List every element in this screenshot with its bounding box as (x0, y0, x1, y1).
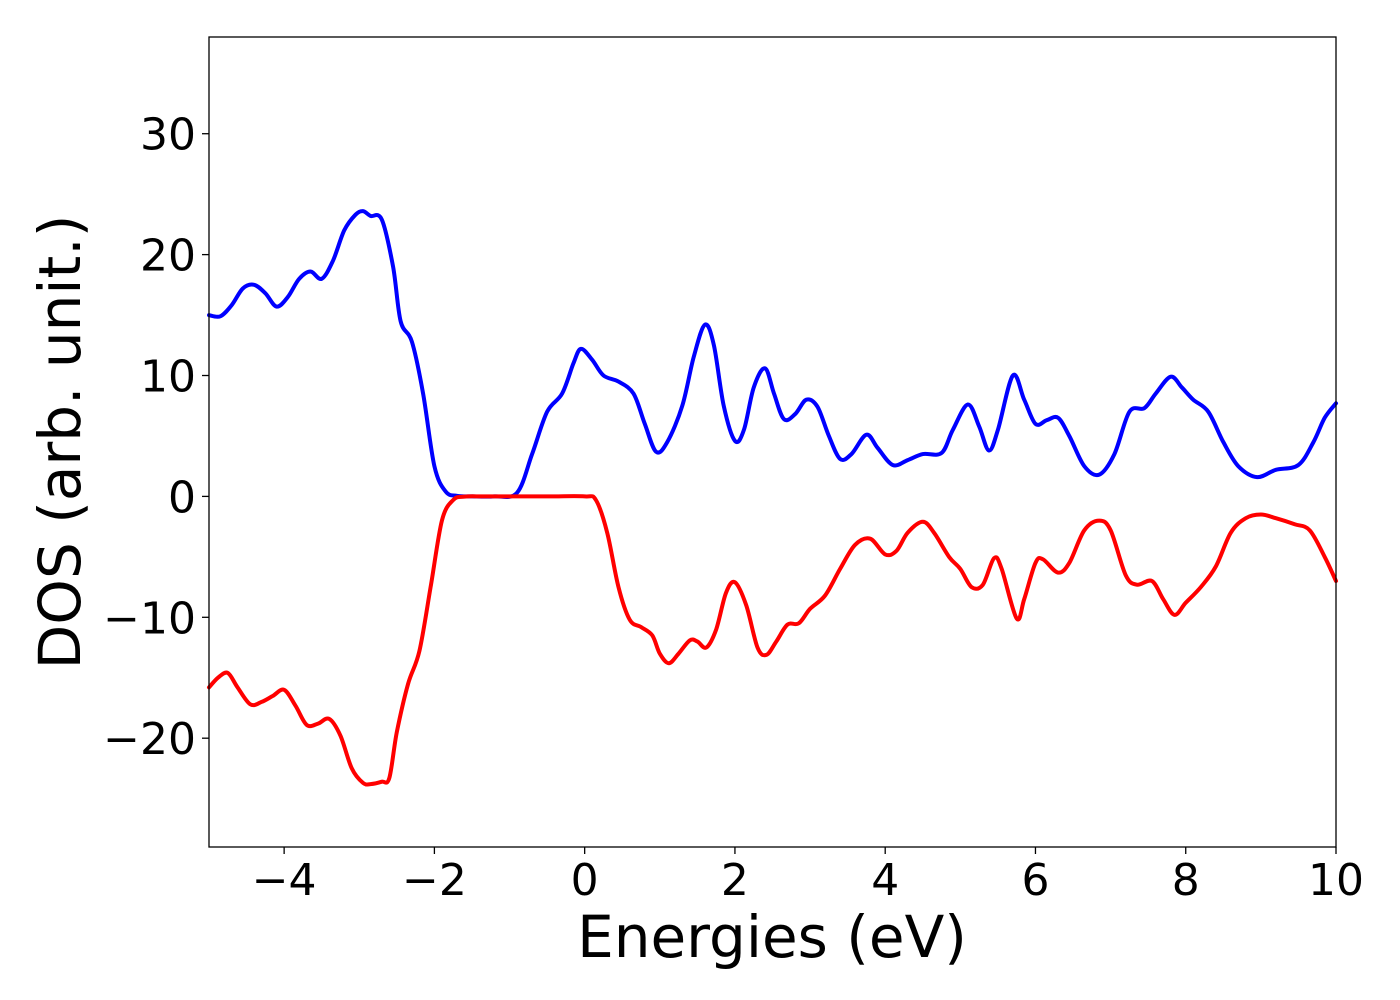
x-tick-label: 8 (1172, 855, 1200, 906)
plot-lines (207, 209, 1338, 787)
x-tick-label: 10 (1308, 855, 1364, 906)
x-tick-label: 2 (721, 855, 749, 906)
x-tick-label: 4 (871, 855, 899, 906)
series-line-2 (207, 494, 1338, 787)
series-line-1 (207, 209, 1338, 499)
y-tick-label: 30 (140, 110, 196, 161)
y-tick-label: 0 (168, 472, 196, 523)
x-tick-label: −4 (252, 855, 317, 906)
x-tick-label: −2 (402, 855, 467, 906)
x-axis-label: Energies (eV) (577, 903, 967, 971)
x-tick-label: 6 (1021, 855, 1049, 906)
y-tick-label: −10 (103, 593, 196, 644)
plot-frame (208, 36, 1337, 848)
y-axis-label: DOS (arb. unit.) (26, 215, 94, 670)
y-tick-label: 10 (140, 352, 196, 403)
y-axis: −20 −10 0 10 20 30 (103, 110, 209, 765)
x-axis: −4 −2 0 2 4 6 8 10 (252, 847, 1364, 906)
y-tick-label: −20 (103, 714, 196, 765)
y-tick-label: 20 (140, 231, 196, 282)
x-tick-label: 0 (571, 855, 599, 906)
